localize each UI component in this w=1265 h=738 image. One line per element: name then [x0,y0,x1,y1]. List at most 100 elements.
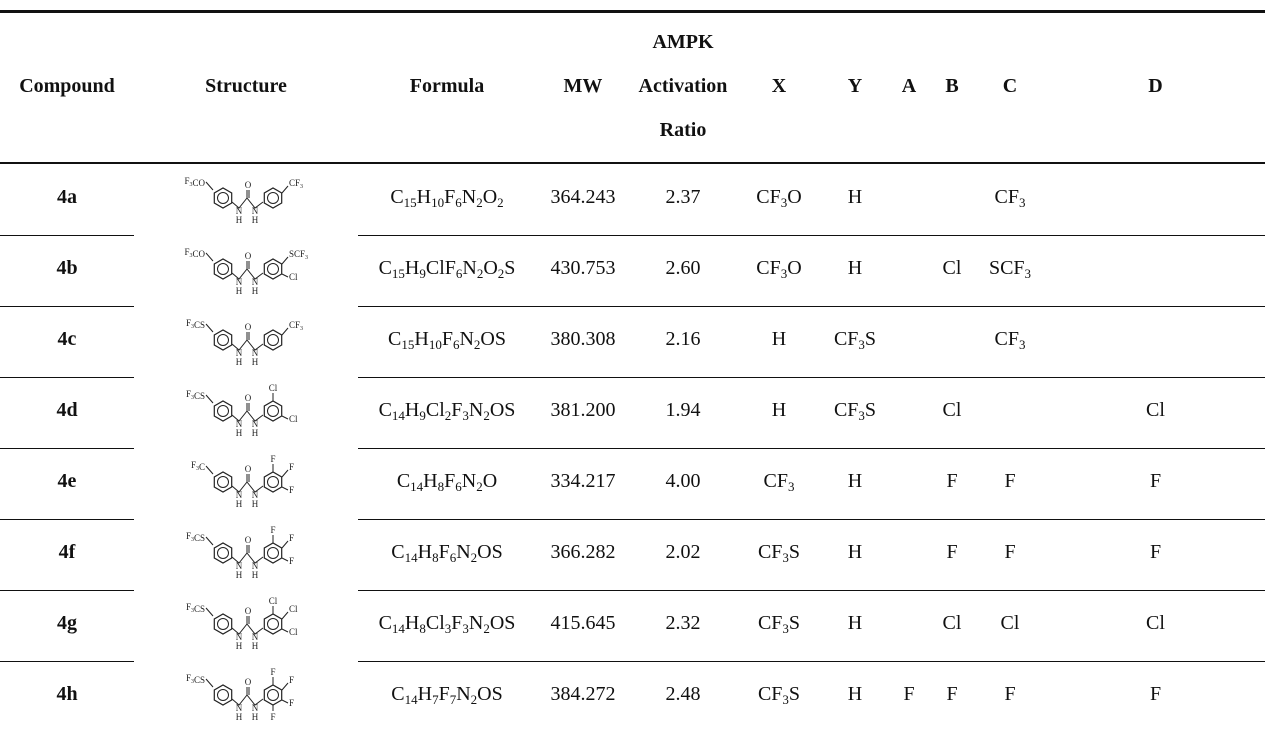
header-b: B [945,74,959,97]
nh-left-n: N [236,419,243,429]
structure-label: F [289,533,294,543]
row-separator [0,377,134,378]
structure-label: Cl [289,627,298,637]
header-compound: Compound [19,74,115,97]
cell-d [1046,304,1265,375]
benzene-ring-right [263,612,283,635]
benzene-ring-right [263,257,283,280]
row-separator [0,590,134,591]
cell-structure: F3CO O N H N H CF3 [134,162,358,233]
structure-label: Cl [289,272,298,282]
benzene-ring-right [263,683,283,706]
nh-right-h: H [252,286,259,296]
header-d: D [1148,74,1163,97]
nh-right-n: N [252,703,259,713]
cell-d: Cl [1146,612,1165,634]
cell-c: CF3 [994,186,1026,210]
cell-mw: 366.282 [550,541,616,563]
structure-label: F3C [191,460,205,472]
nh-right-h: H [252,428,259,438]
cell-x: H [771,328,787,350]
cell-d: F [1149,683,1162,705]
nh-left-n: N [236,632,243,642]
cell-mw: 415.645 [550,612,616,634]
nh-left-n: N [236,277,243,287]
table-top-rule [0,10,1265,13]
cell-a [888,517,930,588]
structure-label: Cl [289,414,298,424]
benzene-ring-left [213,328,233,351]
nh-left-h: H [236,428,243,438]
cell-formula: C14H8F6N2O [396,470,498,494]
cell-compound: 4d [56,399,78,421]
cell-x: CF3S [757,612,801,636]
cell-c: F [1004,683,1016,705]
cell-y: H [847,612,863,634]
benzene-ring-right [263,399,283,422]
row-separator [358,519,1265,520]
table-row: 4g F3CS O N H N H Cl Cl Cl C14H8Cl3F3N2OS 415.645 2.… [0,588,1265,659]
cell-b: Cl [942,612,962,634]
nh-left-n: N [236,561,243,571]
structure-label: F [270,667,275,677]
cell-mw: 384.272 [550,683,616,705]
nh-left-h: H [236,499,243,509]
cell-b: F [946,683,958,705]
cell-compound: 4g [57,612,77,634]
carbonyl-oxygen: O [245,393,252,403]
row-separator [358,661,1265,662]
cell-x: CF3O [756,257,802,281]
structure-label: F [289,675,294,685]
cell-structure: F3CO O N H N H SCF3 Cl [134,233,358,304]
cell-d [1046,162,1265,233]
nh-right-n: N [252,348,259,358]
compound-table: Compound Structure Formula MW AMPK Activ… [0,10,1265,730]
header-ampk: AMPK Activation Ratio [630,10,736,162]
structure-label: CF3 [289,178,303,190]
row-separator [0,306,134,307]
nh-right-h: H [252,712,259,722]
cell-formula: C14H9Cl2F3N2OS [378,399,516,423]
cell-c: SCF3 [988,257,1032,281]
benzene-ring-left [213,257,233,280]
row-separator [358,590,1265,591]
cell-d: F [1149,541,1162,563]
carbonyl-oxygen: O [245,606,252,616]
header-structure: Structure [205,74,287,97]
cell-structure: F3CS O N H N H Cl Cl Cl [134,588,358,659]
cell-structure: F3C O N H N H F F F [134,446,358,517]
benzene-ring-right [263,186,283,209]
cell-ratio: 2.02 [665,541,701,563]
cell-a [888,304,930,375]
benzene-ring-right [263,328,283,351]
structure-label: SCF3 [289,249,308,261]
structure-label: F3CO [184,247,205,259]
carbonyl-oxygen: O [245,251,252,261]
row-separator [0,448,134,449]
cell-d [1046,233,1265,304]
benzene-ring-left [213,399,233,422]
structure-label: F3CS [186,318,205,330]
structure-label: F [270,454,275,464]
table-row: 4d F3CS O N H N H Cl Cl C14H9Cl2F3N2OS 381.200 1.94… [0,375,1265,446]
cell-y: CF3S [833,399,877,423]
cell-ratio: 2.48 [665,683,701,705]
nh-right-n: N [252,206,259,216]
benzene-ring-left [213,470,233,493]
cell-d: F [1149,470,1162,492]
nh-left-h: H [236,712,243,722]
cell-compound: 4f [58,541,76,563]
benzene-ring-left [213,186,233,209]
cell-c: F [1004,470,1016,492]
nh-right-n: N [252,632,259,642]
cell-x: CF3O [756,186,802,210]
cell-b: Cl [942,257,962,279]
cell-structure: F3CS O N H N H F F F F [134,659,358,730]
header-row: Compound Structure Formula MW AMPK Activ… [0,10,1265,162]
nh-right-h: H [252,357,259,367]
cell-formula: C14H8Cl3F3N2OS [378,612,516,636]
header-ampk-line1: AMPK [652,31,714,53]
cell-a [888,233,930,304]
